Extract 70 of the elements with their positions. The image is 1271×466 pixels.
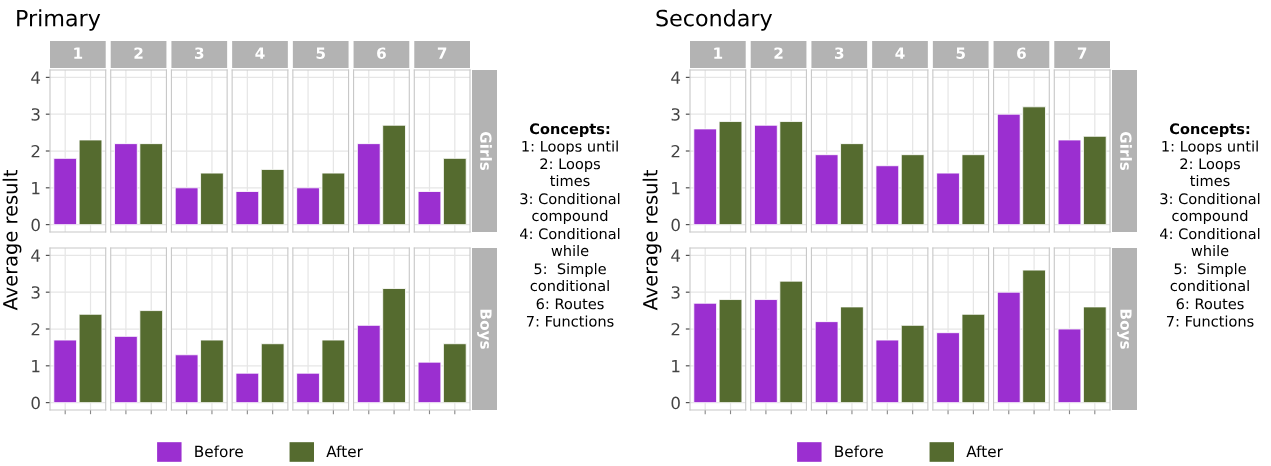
- y-tick-label: 2: [31, 144, 40, 158]
- text: 2: Loops times: [540, 158, 600, 187]
- y-tick-label: 1: [672, 182, 680, 195]
- text: 1: Loops until: [522, 140, 618, 155]
- legend-label: After: [326, 445, 363, 458]
- text: 1: Loops until: [1162, 140, 1258, 155]
- y-tick-label: 3: [31, 286, 40, 299]
- y-tick-label: 2: [671, 322, 680, 336]
- y-tick-label: 3: [671, 108, 680, 121]
- y-axis-title: Average result: [2, 169, 22, 311]
- x-tick-label: 3: [194, 47, 204, 59]
- x-tick-label: 5: [316, 47, 325, 59]
- legend-label: After: [966, 445, 1003, 458]
- x-tick-label: 4: [255, 47, 265, 59]
- legend-label: Before: [835, 445, 883, 458]
- y2-axis-title: Girls: [480, 131, 492, 171]
- bar: [875, 339, 900, 404]
- y-tick-label: 1: [672, 360, 680, 373]
- text: 4: Conditional while: [1160, 228, 1260, 257]
- y-tick-label: 1: [32, 360, 40, 373]
- chart-title: Secondary: [656, 9, 773, 31]
- y-tick-label: 3: [31, 108, 40, 121]
- y2-axis-title: Girls: [1120, 131, 1132, 171]
- bar: [260, 168, 285, 226]
- text: 7: Functions: [1166, 315, 1254, 327]
- x-tick-label: 7: [1077, 47, 1087, 59]
- bar: [900, 154, 925, 226]
- text: Concepts:: [529, 123, 610, 138]
- y-tick-label: 0: [31, 218, 40, 232]
- bar: [235, 191, 260, 226]
- y-tick-label: 3: [671, 286, 680, 299]
- y-tick-label: 4: [31, 249, 41, 262]
- y-tick-label: 0: [671, 218, 680, 232]
- x-tick-label: 7: [437, 47, 447, 59]
- text: 4: Conditional while: [520, 228, 620, 257]
- x-tick-label: 2: [134, 47, 143, 59]
- bar: [900, 324, 925, 404]
- text: 3: Conditional compound: [1160, 193, 1260, 224]
- text: 6: Routes: [536, 298, 604, 310]
- y-axis-title: Average result: [642, 169, 662, 311]
- text: 5: Simple conditional: [530, 263, 609, 292]
- x-tick-label: 1: [74, 47, 83, 59]
- text: 7: Functions: [526, 315, 614, 327]
- bar: [875, 165, 900, 226]
- text: Concepts:: [1169, 123, 1250, 138]
- y2-axis-title: Boys: [1117, 309, 1132, 349]
- y-tick-label: 0: [671, 396, 680, 410]
- y-tick-label: 4: [31, 71, 41, 84]
- y2-axis-title: Boys: [477, 309, 492, 349]
- y-tick-label: 4: [671, 249, 681, 262]
- y-tick-label: 0: [31, 396, 40, 410]
- y-tick-label: 2: [671, 144, 680, 158]
- y-tick-label: 4: [671, 71, 681, 84]
- bar: [235, 372, 260, 404]
- y-tick-label: 1: [32, 182, 40, 195]
- text: 6: Routes: [1176, 298, 1244, 310]
- x-tick-label: 5: [956, 47, 965, 59]
- text: 3: Conditional compound: [520, 193, 620, 224]
- x-tick-label: 1: [714, 47, 723, 59]
- text: 2: Loops times: [1180, 158, 1240, 187]
- x-tick-label: 6: [1017, 47, 1026, 59]
- x-tick-label: 4: [895, 47, 905, 59]
- chart-title: Primary: [17, 9, 101, 31]
- legend-label: Before: [195, 445, 243, 458]
- x-tick-label: 3: [834, 47, 844, 59]
- x-tick-label: 2: [774, 47, 783, 59]
- text: 5: Simple conditional: [1170, 263, 1249, 292]
- bar: [260, 343, 285, 404]
- x-tick-label: 6: [377, 47, 386, 59]
- y-tick-label: 2: [31, 322, 40, 336]
